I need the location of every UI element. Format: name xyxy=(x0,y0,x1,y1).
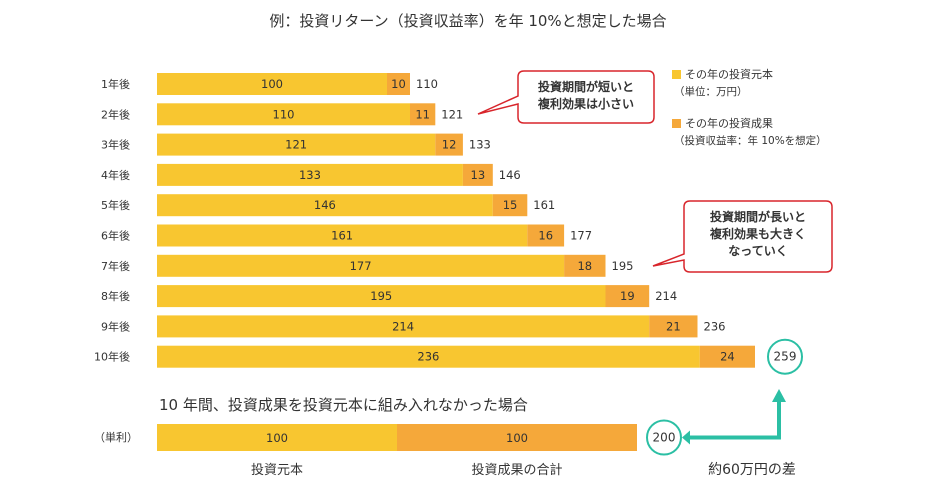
bar-principal xyxy=(157,133,436,156)
legend-note: （単位：万円） xyxy=(674,85,748,98)
legend-label: その年の投資元本 xyxy=(685,67,773,81)
bar-return-value: 12 xyxy=(442,138,457,152)
legend-label: その年の投資成果 xyxy=(685,116,773,130)
difference-label: 約60万円の差 xyxy=(708,462,796,478)
bar-principal-value: 146 xyxy=(314,198,336,212)
bar-return-value: 13 xyxy=(471,168,486,182)
bar-total-value: 195 xyxy=(612,259,634,273)
category-label: 2年後 xyxy=(101,107,130,121)
bar-principal-value: 195 xyxy=(370,289,392,303)
bar-principal xyxy=(157,285,606,308)
difference-arrow-line xyxy=(688,400,781,440)
callout-bubble xyxy=(652,200,833,273)
bar-return xyxy=(410,103,436,126)
callout-text: 複利効果は小さい xyxy=(537,96,634,111)
bar-return-value: 21 xyxy=(666,319,681,333)
category-label: 8年後 xyxy=(101,289,130,303)
bar-total-value: 177 xyxy=(570,229,592,243)
bar-principal xyxy=(157,254,565,277)
legend-note: （投資収益率：年 10%を想定） xyxy=(674,134,827,147)
category-label: 4年後 xyxy=(101,168,130,182)
bar-principal-value: 161 xyxy=(331,229,353,243)
bar-return-value: 24 xyxy=(720,350,735,364)
difference-arrow-head-left xyxy=(682,430,690,445)
bar-principal xyxy=(157,73,387,95)
bar-principal xyxy=(157,103,410,126)
bar-total-value: 146 xyxy=(499,168,521,182)
category-label: 9年後 xyxy=(101,319,130,333)
category-label: 7年後 xyxy=(101,259,130,273)
callout-bubble xyxy=(477,70,655,124)
bar-principal-value: 110 xyxy=(273,107,295,121)
bar-return xyxy=(387,73,410,95)
difference-arrow-head-up xyxy=(772,389,786,402)
bar-principal-value: 121 xyxy=(285,138,307,152)
bar-total-value: 236 xyxy=(704,319,726,333)
bar-return-value: 18 xyxy=(577,259,592,273)
callout-text: 複利効果も大きく xyxy=(709,226,806,241)
bar-principal-value: 236 xyxy=(417,350,439,364)
bar-return xyxy=(462,163,493,186)
callout-text: 投資期間が短いと xyxy=(538,79,634,94)
bar-return xyxy=(605,285,650,308)
total-circle xyxy=(767,338,803,375)
bar-total-value: 214 xyxy=(655,289,677,303)
chart-title: 例：投資リターン（投資収益率）を年 10%と想定した場合 xyxy=(269,12,666,30)
bar-return-value: 11 xyxy=(415,107,430,121)
bar-principal-value: 100 xyxy=(261,77,283,91)
simple-bar-principal xyxy=(157,424,397,451)
bar-principal xyxy=(157,224,528,247)
simple-principal-caption: 投資元本 xyxy=(251,462,303,478)
category-label: 1年後 xyxy=(101,77,130,91)
bar-total-value: 259 xyxy=(774,350,797,364)
bar-return xyxy=(699,345,755,368)
simple-bar-principal-value: 100 xyxy=(266,431,288,445)
simple-bar-return-value: 100 xyxy=(506,431,528,445)
simple-total-circle xyxy=(646,419,682,456)
bar-total-value: 110 xyxy=(416,77,438,91)
bar-principal xyxy=(157,194,493,217)
callout-text: 投資期間が長いと xyxy=(710,209,806,224)
simple-interest-heading: 10 年間、投資成果を投資元本に組み入れなかった場合 xyxy=(159,396,528,414)
bar-return xyxy=(564,254,606,277)
category-label: 3年後 xyxy=(101,138,130,152)
bar-return xyxy=(649,315,698,338)
bar-principal xyxy=(157,315,650,338)
legend-swatch xyxy=(672,119,681,128)
category-label: 5年後 xyxy=(101,198,130,212)
simple-interest-label: （単利） xyxy=(94,430,138,444)
bar-principal-value: 177 xyxy=(350,259,372,273)
bar-return-value: 19 xyxy=(620,289,635,303)
category-label: 10年後 xyxy=(94,350,130,364)
bar-total-value: 121 xyxy=(441,107,463,121)
bar-return-value: 15 xyxy=(503,198,518,212)
bar-return xyxy=(492,194,528,217)
bar-principal xyxy=(157,163,463,186)
bar-return xyxy=(435,133,463,156)
bar-total-value: 133 xyxy=(469,138,491,152)
bar-principal-value: 214 xyxy=(392,319,414,333)
bar-return xyxy=(527,224,565,247)
simple-bar-return xyxy=(397,424,637,451)
simple-return-caption: 投資成果の合計 xyxy=(471,462,562,478)
bar-principal xyxy=(157,345,700,368)
bar-return-value: 10 xyxy=(391,77,406,91)
simple-total-value: 200 xyxy=(653,431,676,445)
bar-principal-value: 133 xyxy=(299,168,321,182)
bar-total-value: 161 xyxy=(533,198,555,212)
callout-text: なっていく xyxy=(728,244,787,258)
bar-return-value: 16 xyxy=(538,229,553,243)
legend-swatch xyxy=(672,70,681,79)
category-label: 6年後 xyxy=(101,229,130,243)
